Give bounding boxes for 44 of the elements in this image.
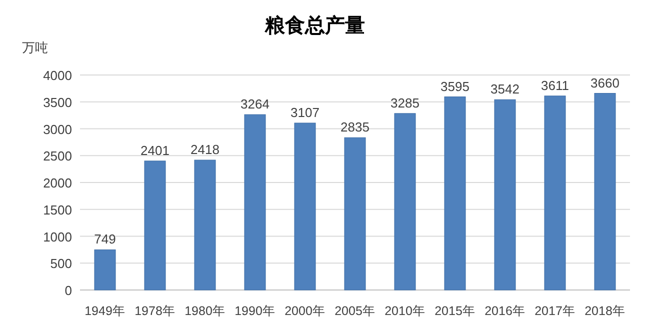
bar (94, 249, 116, 290)
x-tick-label: 1949年 (84, 304, 126, 318)
x-tick-label: 2016年 (484, 304, 526, 318)
y-tick-label: 2500 (43, 148, 72, 164)
y-tick-label: 3500 (43, 94, 72, 110)
x-tick-label: 1980年 (184, 304, 226, 318)
x-tick-label: 2005年 (334, 304, 376, 318)
data-label: 3542 (490, 82, 520, 97)
x-tick-label: 2018年 (584, 304, 626, 318)
data-label: 2401 (140, 142, 170, 158)
x-tick-label: 2017年 (534, 304, 576, 318)
bar (244, 114, 266, 290)
y-tick-label: 1500 (43, 202, 72, 218)
bar (294, 122, 316, 290)
data-label: 2835 (340, 120, 370, 135)
data-label: 3595 (440, 78, 470, 94)
data-label: 3107 (290, 105, 320, 120)
x-tick-label: 1978年 (134, 304, 176, 318)
y-tick-label: 2000 (43, 176, 72, 190)
bar (494, 99, 516, 290)
y-tick-label: 0 (64, 283, 72, 298)
y-tick-label: 500 (50, 256, 72, 272)
data-label: 3264 (240, 96, 270, 112)
data-label: 749 (94, 232, 116, 247)
y-tick-label: 1000 (43, 229, 72, 244)
bar (394, 113, 416, 290)
data-label: 3285 (390, 95, 420, 110)
bar (344, 137, 366, 290)
bar (594, 93, 616, 290)
y-tick-label: 3000 (43, 122, 72, 137)
data-label: 2418 (190, 142, 220, 158)
chart-title: 粮食总产量 (264, 14, 365, 37)
bar (544, 96, 566, 290)
x-tick-label: 1990年 (234, 304, 276, 318)
x-tick-label: 2000年 (284, 304, 326, 318)
x-tick-label: 2010年 (384, 304, 426, 318)
data-label: 3611 (541, 78, 569, 93)
bar (144, 160, 166, 290)
bar (444, 96, 466, 290)
bar (194, 160, 216, 290)
data-label: 3660 (590, 75, 620, 90)
x-tick-label: 2015年 (434, 304, 476, 318)
y-axis-title: 万吨 (22, 40, 48, 55)
y-tick-label: 4000 (43, 68, 72, 83)
